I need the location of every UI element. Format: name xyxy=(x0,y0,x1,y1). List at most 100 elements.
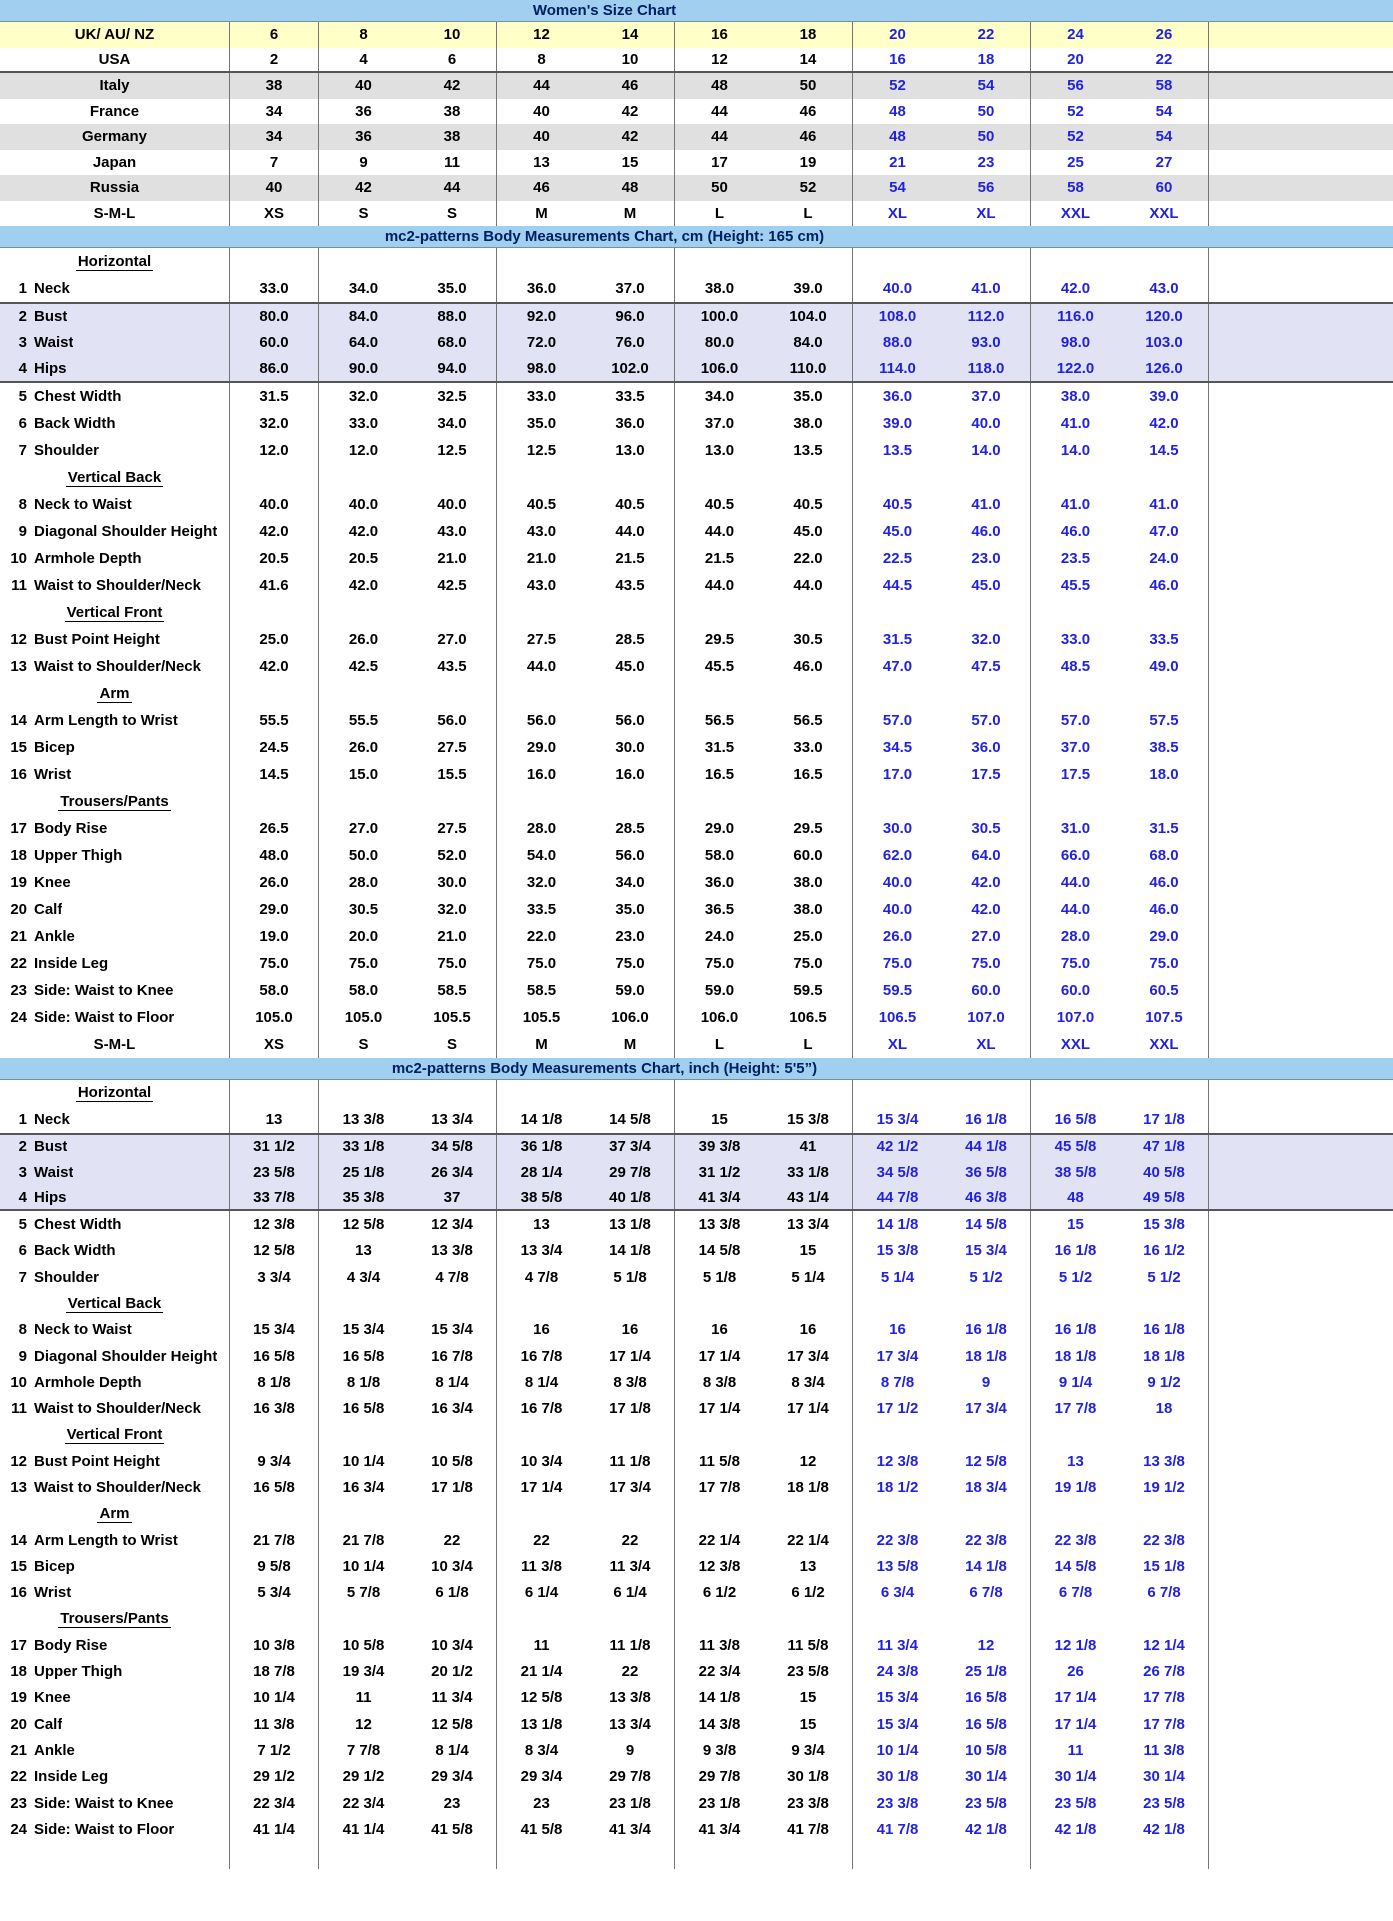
measure-value-cell: 8 3/8 xyxy=(586,1369,675,1396)
empty-cell xyxy=(675,1422,764,1448)
row-filler xyxy=(1209,1501,1393,1527)
table-row: 20 Calf 29.0 30.5 32.0 33.5 35.0 36.5 38.0 40.0 42… xyxy=(0,896,1393,923)
row-label-cell: 3 Waist xyxy=(0,329,230,356)
measure-value-cell: 16 1/8 xyxy=(942,1316,1031,1343)
size-value-cell: 6 xyxy=(230,22,319,48)
measure-value-cell: 31 1/2 xyxy=(698,1163,741,1181)
measure-value-cell: 15 xyxy=(764,1684,853,1712)
measure-value-cell: 15.0 xyxy=(348,766,379,783)
empty-cell xyxy=(853,680,942,707)
row-filler xyxy=(1209,99,1393,125)
size-value-cell: 15 xyxy=(586,149,675,175)
measure-value-cell: 23 5/8 xyxy=(942,1790,1031,1817)
measure-value-cell: 110.0 xyxy=(764,356,853,381)
measure-value-cell: 32.0 xyxy=(942,626,1031,653)
measure-value-cell: 57.0 xyxy=(882,712,913,729)
measure-value-cell: 5 1/4 xyxy=(764,1264,853,1291)
row-filler xyxy=(1209,1843,1393,1869)
measure-value-cell: 30.5 xyxy=(942,815,1031,842)
measure-value-cell: 42.0 xyxy=(230,518,319,545)
measure-value-cell: 9 3/8 xyxy=(702,1742,737,1760)
row-label-cell: 5 Chest Width xyxy=(0,1211,230,1238)
measure-value-cell: 106.0 xyxy=(700,1009,739,1026)
row-filler xyxy=(1209,437,1393,464)
measure-value-cell: 13 xyxy=(1067,1452,1084,1470)
measure-value-cell: 42.5 xyxy=(408,572,497,599)
measure-value-cell: 22 3/4 xyxy=(230,1790,319,1817)
measure-value-cell: 35.0 xyxy=(408,275,497,302)
empty-cell xyxy=(0,1842,230,1869)
row-number: 14 xyxy=(10,1531,27,1549)
row-filler xyxy=(1209,1317,1393,1343)
row-number: 10 xyxy=(10,550,27,567)
row-number: 4 xyxy=(18,360,27,377)
empty-cell xyxy=(942,1605,1031,1633)
measure-value-cell: 46 3/8 xyxy=(942,1185,1031,1210)
row-number: 5 xyxy=(18,1216,27,1234)
row-label-cell: 12 Bust Point Height xyxy=(0,626,230,653)
measure-value-cell: 12 1/8 xyxy=(1054,1636,1097,1654)
row-label-cell: 6 Back Width xyxy=(0,410,230,437)
measure-value-cell: 17 3/4 xyxy=(764,1342,853,1370)
table-row: 7 Shoulder 3 3/4 4 3/4 4 7/8 4 7/8 5 1/8 5 1/8 5… xyxy=(0,1264,1393,1291)
measure-value-cell: 43 1/4 xyxy=(764,1185,853,1210)
measure-value-cell: 23.0 xyxy=(942,545,1031,572)
measure-value-cell: 16.5 xyxy=(704,766,735,783)
table-row: France 34 36 38 40 42 44 46 48 50 52 54 xyxy=(0,98,1393,125)
size-value-cell: 48 xyxy=(889,102,906,120)
empty-cell xyxy=(1031,1422,1120,1448)
empty-cell xyxy=(853,1422,942,1448)
measure-value-cell: 94.0 xyxy=(408,356,497,381)
size-code-cell: XXL xyxy=(1060,1036,1091,1053)
row-filler xyxy=(1209,1031,1393,1058)
measure-value-cell: 62.0 xyxy=(882,847,913,864)
section-heading-row: Arm xyxy=(0,1500,1393,1528)
measure-value-cell: 28.0 xyxy=(348,874,379,891)
measure-value-cell: 45.5 xyxy=(1060,577,1091,594)
empty-cell xyxy=(764,599,853,626)
inch-chart-title: mc2-patterns Body Measurements Chart, in… xyxy=(391,1060,818,1077)
measure-value-cell: 27.5 xyxy=(408,815,497,842)
measure-value-cell: 37 3/4 xyxy=(586,1134,675,1159)
measure-value-cell: 12 1/4 xyxy=(1120,1632,1209,1659)
row-label-text: Back Width xyxy=(34,1242,116,1260)
measure-value-cell: 23 1/8 xyxy=(698,1794,741,1812)
measure-value-cell: 120.0 xyxy=(1120,304,1209,329)
measure-value-cell: 18 xyxy=(1120,1395,1209,1422)
measure-value-cell: 41 3/4 xyxy=(586,1816,675,1843)
measure-value-cell: 43.0 xyxy=(526,577,557,594)
table-row: 8 Neck to Waist 15 3/4 15 3/4 15 3/4 16 16 16 16… xyxy=(0,1316,1393,1343)
measure-value-cell: 58.0 xyxy=(230,977,319,1004)
row-number: 5 xyxy=(18,388,27,405)
row-number: 2 xyxy=(18,308,27,325)
empty-cell xyxy=(319,1290,408,1316)
size-value-cell: L xyxy=(714,204,725,222)
empty-cell xyxy=(230,599,319,626)
measure-value-cell: 20.0 xyxy=(348,928,379,945)
size-value-cell: XL xyxy=(942,200,1031,226)
row-filler xyxy=(1209,626,1393,653)
row-label-text: Side: Waist to Floor xyxy=(34,1820,175,1838)
table-row: Italy 38 40 42 44 46 48 50 52 54 56 58 xyxy=(0,73,1393,99)
measure-value-cell: 48.5 xyxy=(1060,658,1091,675)
measure-value-cell: 29.5 xyxy=(764,815,853,842)
measure-value-cell: 40.0 xyxy=(348,496,379,513)
row-label-text: Waist to Shoulder/Neck xyxy=(34,658,201,675)
row-label-cell: 19 Knee xyxy=(0,869,230,896)
row-label-text: Side: Waist to Knee xyxy=(34,982,174,999)
measure-value-cell: 27.0 xyxy=(942,923,1031,950)
measure-value-cell: 14 1/8 xyxy=(942,1553,1031,1580)
measure-value-cell: 80.0 xyxy=(704,334,735,351)
measure-value-cell: 64.0 xyxy=(348,334,379,351)
row-label-text: Knee xyxy=(34,1689,71,1707)
measure-value-cell: 23 5/8 xyxy=(1054,1794,1097,1812)
measure-value-cell: 18 1/8 xyxy=(942,1342,1031,1370)
empty-cell xyxy=(764,1500,853,1528)
empty-cell xyxy=(1031,1843,1120,1869)
measure-value-cell: 8 1/4 xyxy=(524,1373,559,1391)
section-heading: Vertical Front xyxy=(64,603,165,622)
empty-cell xyxy=(675,464,764,491)
measure-value-cell: 41 1/4 xyxy=(230,1816,319,1843)
row-label-text: Bust xyxy=(34,1138,68,1156)
row-label-text: Waist xyxy=(34,334,74,351)
